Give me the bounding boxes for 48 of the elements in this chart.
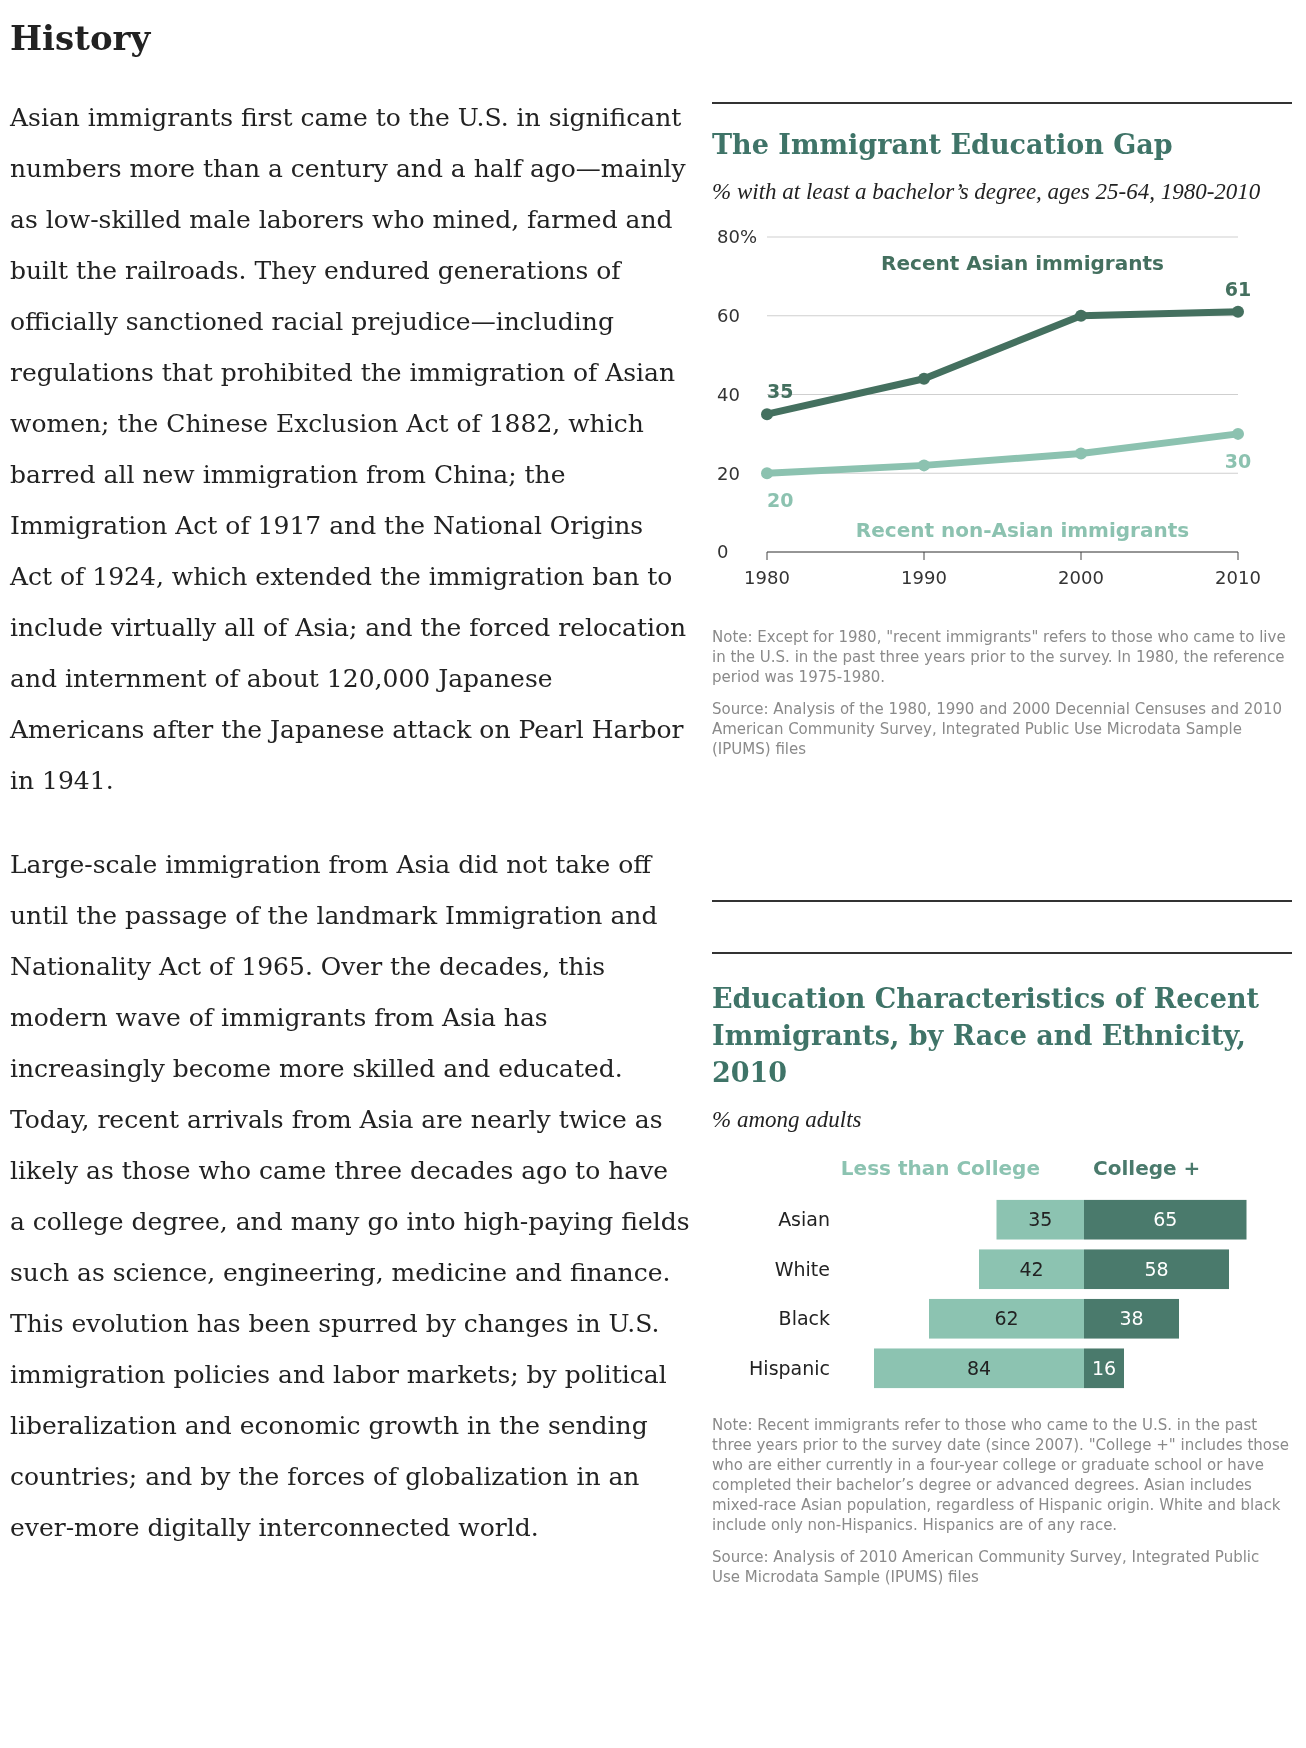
text: Asian immigrants first came to the U.S. in significant numbers more than a century and a half ago—mainly as low-skilled male laborers who mined, farmed and built the railroads. They endured generations of officially sanctioned racial prejudice—including regulations that prohibited the immigration of Asian women; the Chinese Exclusion Act of 1882, which barred all new immigration from China; the Immigration Act of 1917 and the National Origins Act of 1924, which extended the immigration ban to include virtually all of Asia; and the forced relocation and internment of about 120,000 Japanese Americans after the Japanese attack on Pearl Harbor in 1941. bbox=[10, 103, 687, 795]
data-label: 61 bbox=[1224, 277, 1252, 300]
source-note: Source: Analysis of the 1980, 1990 and 2000 Decennial Censuses and 2010 American Community Survey, Integrated Public Use Microdata Sample (IPUMS) files bbox=[712, 699, 1283, 759]
data-label: 65 bbox=[1153, 1208, 1178, 1231]
text: Recent non-Asian immigrants bbox=[855, 518, 1190, 543]
y-tick-label: 40 bbox=[717, 383, 740, 405]
y-tick-label: Black bbox=[778, 1307, 830, 1330]
point bbox=[761, 467, 773, 480]
data-label: 42 bbox=[1019, 1257, 1044, 1280]
point bbox=[1075, 447, 1087, 460]
source-note: Source: Analysis of 2010 American Community Survey, Integrated Public Use Microdata Sample (IPUMS) files bbox=[712, 1547, 1261, 1587]
y-tick-label: 80% bbox=[717, 226, 758, 248]
y-tick-label: 20 bbox=[717, 462, 740, 484]
point bbox=[1232, 305, 1244, 318]
data-label: 30 bbox=[1224, 449, 1252, 472]
text: Note: Recent immigrants refer to those who came to the U.S. in the past three years prior to the survey date (since 2007). "College +" includes those who are either currently in a four-year college or graduate school or have completed their bachelor’s degree or advanced degrees. Asian includes mixed-race Asian population, regardless of Hispanic origin. White and black include only non-Hispanics. Hispanics are of any race. bbox=[712, 1415, 1291, 1535]
chart-title: Education Characteristics of Recent Immigrants, by Race and Ethnicity, 2010 bbox=[712, 982, 1261, 1090]
y-tick-label: Asian bbox=[778, 1208, 830, 1231]
x-tick-label: 2010 bbox=[1215, 567, 1261, 588]
point bbox=[918, 372, 930, 385]
x-tick-label: 1990 bbox=[901, 567, 947, 588]
chart-title: The Immigrant Education Gap bbox=[712, 128, 1174, 162]
text: Note: Except for 1980, "recent immigrants" refers to those who came to live in the U.S. in the past three years prior to the survey. In 1980, the reference period was 1975-1980. bbox=[712, 627, 1287, 687]
text: History bbox=[10, 18, 152, 58]
chart-subtitle: % among adults bbox=[712, 1106, 863, 1134]
point bbox=[1075, 309, 1087, 322]
point bbox=[761, 408, 773, 421]
x-tick-label: 1980 bbox=[744, 567, 790, 588]
data-label: 16 bbox=[1091, 1356, 1117, 1379]
y-tick-label: 60 bbox=[717, 305, 740, 327]
bar bbox=[1084, 1348, 1124, 1389]
y-tick-label: White bbox=[774, 1257, 830, 1280]
chart-subtitle: % with at least a bachelor’s degree, ages 25-64, 1980-2010 bbox=[712, 178, 1262, 206]
text: Large-scale immigration from Asia did not take off until the passage of the landmark Immigration and Nationality Act of 1965. Over the decades, this modern wave of immigrants from Asia has increasingly become more skilled and educated. Today, recent arrivals from Asia are nearly twice as likely as those who came three decades ago to have a college degree, and many go into high-paying fields such as science, engineering, medicine and finance. This evolution has been spurred by changes in U.S. immigration policies and labor markets; by political liberalization and economic growth in the sending countries; and by the forces of globalization in an ever-more digitally interconnected world. bbox=[10, 850, 690, 1542]
point bbox=[918, 459, 930, 472]
y-tick-label: Hispanic bbox=[749, 1356, 830, 1379]
data-label: 58 bbox=[1144, 1257, 1169, 1280]
data-label: 62 bbox=[994, 1307, 1019, 1330]
data-label: 35 bbox=[1028, 1208, 1053, 1231]
series-label: Recent Asian immigrants bbox=[881, 250, 1164, 275]
series-label: College + bbox=[1093, 1156, 1201, 1180]
data-label: 35 bbox=[767, 380, 794, 403]
series-label: Less than College bbox=[840, 1156, 1040, 1180]
data-label: 84 bbox=[966, 1356, 992, 1379]
x-tick-label: 2000 bbox=[1058, 567, 1104, 588]
data-label: 38 bbox=[1119, 1307, 1144, 1330]
y-tick-label: 0 bbox=[717, 541, 729, 563]
point bbox=[1232, 427, 1244, 440]
